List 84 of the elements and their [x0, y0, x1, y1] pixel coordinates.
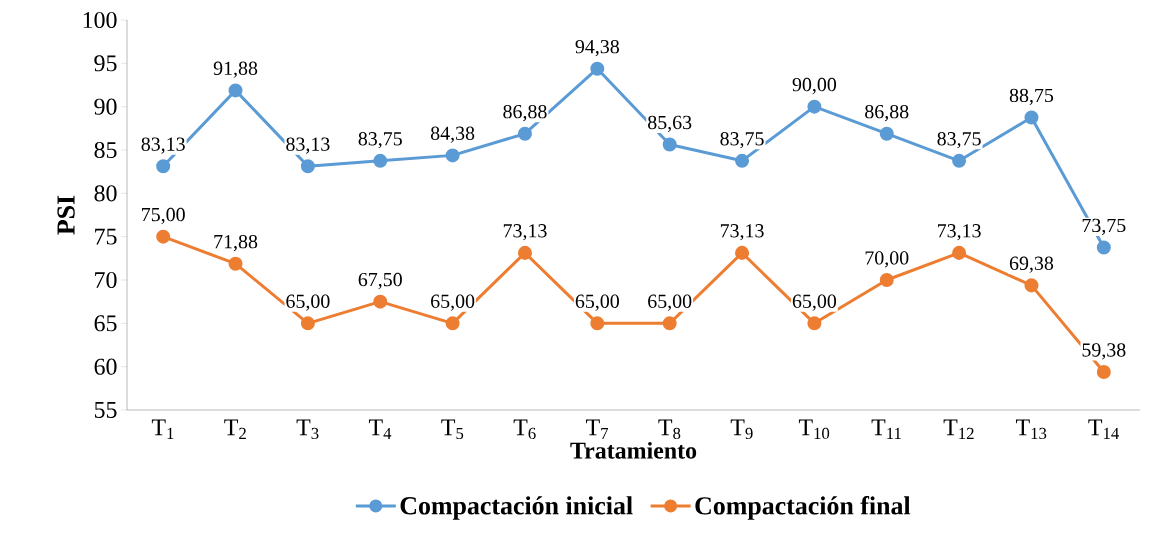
point [1096, 240, 1111, 255]
y-tick-label: 70 [95, 271, 117, 289]
point [1024, 278, 1039, 293]
point [517, 245, 532, 260]
x-tick-label: T$_{5}$ [441, 419, 464, 440]
x-tick-label: T$_{8}$ [658, 419, 681, 440]
x-tick-label: T$_{12}$ [943, 419, 974, 439]
y-tick-label: 55 [94, 402, 117, 418]
data-label: 83,75 [720, 132, 764, 149]
data-label: 73,13 [503, 224, 547, 241]
point [807, 316, 822, 331]
data-label: 91,88 [213, 61, 258, 78]
data-label: 73,13 [938, 224, 981, 241]
data-label: 86,88 [865, 104, 909, 122]
point [1096, 365, 1111, 380]
data-label: 65,00 [575, 294, 619, 311]
y-tick-label: 65 [94, 315, 117, 332]
data-label: 67,50 [358, 272, 402, 290]
y-tick-label: 75 [95, 228, 117, 245]
y-tick-label: 90 [94, 98, 117, 115]
point [373, 294, 388, 309]
point [300, 159, 315, 174]
data-label: 65,00 [648, 294, 692, 311]
y-tick-label: 85 [94, 141, 117, 159]
point [952, 153, 967, 168]
point [445, 316, 460, 331]
x-tick-label: T$_{6}$ [513, 419, 536, 440]
data-label: 70,00 [865, 251, 909, 268]
point [300, 316, 315, 331]
x-tick-label: T$_{7}$ [586, 419, 609, 439]
point [807, 99, 822, 114]
data-label: 84,38 [430, 126, 475, 143]
legend-label: Compactación inicial [400, 496, 633, 520]
data-label: 75,00 [142, 207, 185, 225]
data-label: 83,13 [286, 137, 330, 154]
y-tick-label: 95 [94, 55, 117, 72]
point [445, 148, 460, 163]
x-tick-label: T$_{4}$ [368, 419, 392, 439]
y-tick-label: 100 [83, 11, 117, 29]
y-axis-title: PSI [57, 195, 75, 235]
point [952, 245, 967, 260]
legend-label: Compactación final [695, 496, 911, 520]
x-tick-label: T$_{2}$ [224, 419, 246, 439]
y-tick-label: 80 [94, 185, 117, 202]
point [228, 256, 243, 271]
data-label: 69,38 [1009, 256, 1054, 273]
y-tick-label: 60 [94, 358, 117, 375]
data-label: 59,38 [1082, 343, 1126, 360]
data-label: 88,75 [1009, 88, 1054, 105]
data-label: 83,75 [937, 132, 981, 149]
x-axis-title: Tratamiento [570, 441, 697, 459]
x-tick-label: T$_{1}$ [151, 419, 174, 439]
x-tick-label: T$_{10}$ [798, 419, 830, 440]
data-label: 73,75 [1082, 218, 1126, 235]
data-label: 73,13 [720, 224, 764, 241]
point [662, 316, 677, 331]
point [735, 245, 750, 260]
point [735, 153, 750, 168]
point [590, 316, 605, 331]
point [156, 229, 171, 244]
data-label: 94,38 [575, 39, 619, 57]
point [1024, 110, 1039, 125]
point [156, 159, 171, 174]
data-label: 90,00 [792, 77, 837, 95]
point [228, 83, 243, 98]
data-label: 83,75 [358, 132, 402, 149]
point [662, 137, 677, 152]
data-label: 65,00 [792, 294, 837, 311]
point [590, 61, 605, 76]
x-tick-label: T$_{11}$ [871, 419, 901, 439]
x-tick-label: T$_{9}$ [730, 419, 753, 440]
x-tick-label: T$_{14}$ [1088, 419, 1119, 439]
point [879, 273, 894, 287]
data-label: 65,00 [286, 294, 330, 311]
x-tick-label: T$_{13}$ [1015, 419, 1047, 440]
data-label: 85,63 [648, 115, 692, 133]
point [879, 126, 894, 141]
point [517, 126, 532, 141]
x-tick-label: T$_{3}$ [296, 419, 319, 440]
data-label: 83,13 [141, 137, 185, 154]
data-label: 71,88 [214, 234, 258, 252]
data-label: 86,88 [503, 104, 547, 122]
point [373, 153, 388, 168]
data-label: 65,00 [431, 294, 475, 311]
